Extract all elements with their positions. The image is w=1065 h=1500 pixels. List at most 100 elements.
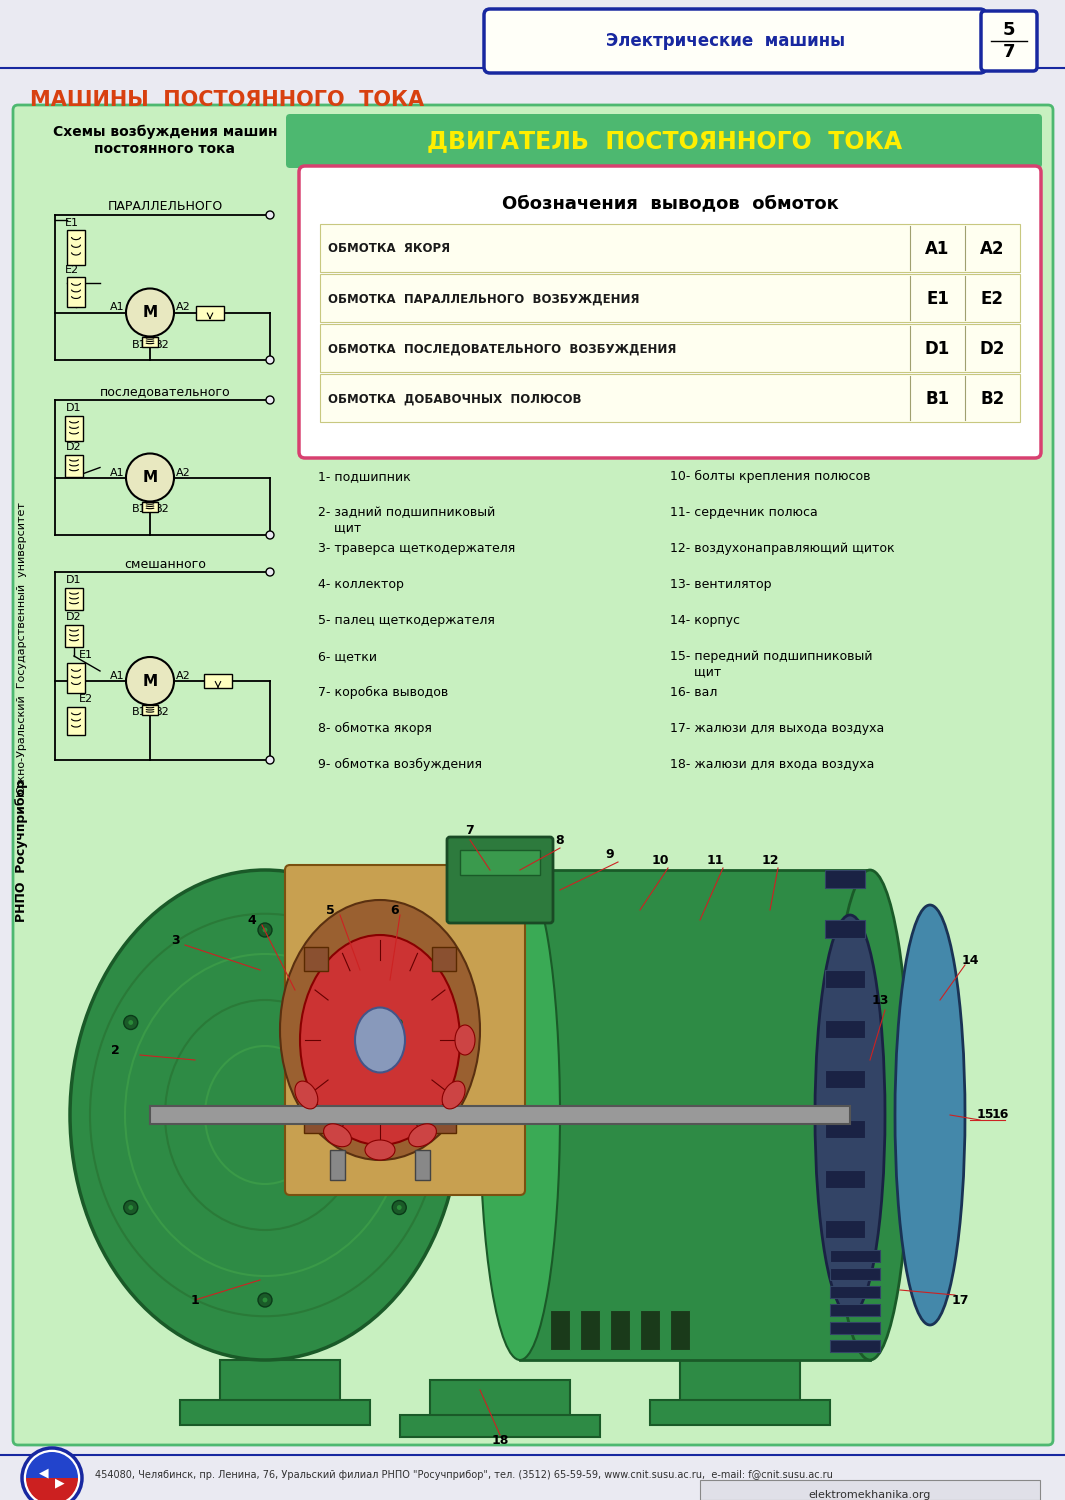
Circle shape [258,1293,272,1306]
Text: E2: E2 [65,266,79,274]
Circle shape [392,1200,406,1215]
Text: 454080, Челябинск, пр. Ленина, 76, Уральский филиал РНПО "Росучприбор", тел. (35: 454080, Челябинск, пр. Ленина, 76, Ураль… [95,1470,833,1480]
Bar [67,706,85,735]
Text: M: M [143,304,158,320]
Circle shape [126,288,174,336]
Circle shape [396,1204,403,1210]
Ellipse shape [409,1124,437,1146]
Bar [142,336,158,346]
Text: A1: A1 [110,468,125,477]
Text: ПАРАЛЛЕЛЬНОГО: ПАРАЛЛЕЛЬНОГО [108,200,223,213]
FancyBboxPatch shape [447,837,553,922]
Text: 3- траверса щеткодержателя: 3- траверса щеткодержателя [318,542,515,555]
Bar [142,501,158,512]
Bar [610,1310,630,1350]
Text: B1: B1 [132,340,147,351]
Bar [400,1414,600,1437]
Bar [65,626,83,646]
Ellipse shape [280,900,480,1160]
Bar [320,324,1020,372]
Text: 9- обмотка возбуждения: 9- обмотка возбуждения [318,758,482,771]
Text: последовательного: последовательного [100,386,230,398]
Text: 16- вал: 16- вал [670,686,718,699]
Ellipse shape [300,934,460,1144]
Bar [220,1360,340,1410]
Text: E1: E1 [79,650,93,660]
Circle shape [124,1200,137,1215]
Bar [460,850,540,874]
Bar [825,1120,865,1138]
Bar [431,1110,456,1134]
Text: 4- коллектор: 4- коллектор [318,578,404,591]
Circle shape [128,1204,134,1210]
Text: D2: D2 [66,612,82,622]
Bar [670,1310,690,1350]
Text: ДВИГАТЕЛЬ  ПОСТОЯННОГО  ТОКА: ДВИГАТЕЛЬ ПОСТОЯННОГО ТОКА [427,129,902,153]
Text: A2: A2 [176,303,191,312]
Text: ОБМОТКА  ЯКОРЯ: ОБМОТКА ЯКОРЯ [328,243,450,255]
FancyBboxPatch shape [286,114,1042,168]
Text: 7: 7 [1003,44,1015,62]
Text: B1: B1 [925,390,950,408]
Text: 3: 3 [170,933,179,946]
Circle shape [392,1016,406,1029]
Text: 2: 2 [111,1044,119,1056]
Text: D2: D2 [980,340,1005,358]
Text: 13- вентилятор: 13- вентилятор [670,578,771,591]
Circle shape [266,396,274,404]
Text: D1: D1 [66,574,82,585]
Text: 15: 15 [977,1108,994,1122]
Text: 8: 8 [556,834,564,846]
Circle shape [266,568,274,576]
Text: 5- палец щеткодержателя: 5- палец щеткодержателя [318,614,495,627]
Ellipse shape [365,1140,395,1160]
Text: E1: E1 [65,217,79,228]
Bar [830,1286,880,1298]
Text: 18: 18 [491,1434,509,1446]
Ellipse shape [815,915,885,1316]
Text: A2: A2 [176,468,191,477]
Text: B1: B1 [132,706,147,717]
Bar [550,1310,570,1350]
Text: 14- корпус: 14- корпус [670,614,740,627]
Circle shape [266,756,274,764]
Ellipse shape [70,870,460,1360]
Bar [320,274,1020,322]
Bar [305,946,328,970]
Text: 10- болты крепления полюсов: 10- болты крепления полюсов [670,470,870,483]
Text: E1: E1 [927,290,949,308]
Text: 12: 12 [761,853,779,867]
Text: 11: 11 [706,853,724,867]
Bar [65,454,83,477]
Text: 1- подшипник: 1- подшипник [318,470,411,483]
Circle shape [258,922,272,938]
Text: D1: D1 [66,404,82,412]
Text: 5: 5 [326,903,334,916]
Bar [825,1220,865,1238]
Text: 15- передний подшипниковый
      щит: 15- передний подшипниковый щит [670,650,872,678]
FancyBboxPatch shape [981,10,1037,70]
Text: 8- обмотка якоря: 8- обмотка якоря [318,722,432,735]
Text: 17: 17 [951,1293,969,1306]
Bar [825,920,865,938]
Text: 11- сердечник полюса: 11- сердечник полюса [670,506,818,519]
Text: A2: A2 [176,670,191,681]
Circle shape [266,356,274,364]
Text: ▶: ▶ [55,1476,65,1490]
Bar [415,1150,430,1180]
Bar [204,674,232,688]
Circle shape [126,657,174,705]
Bar [830,1322,880,1334]
Text: E2: E2 [79,694,93,703]
Bar [520,870,870,1360]
Text: 7- коробка выводов: 7- коробка выводов [318,686,448,699]
Text: B2: B2 [981,390,1004,408]
Circle shape [124,1016,137,1029]
Text: ◀: ◀ [39,1467,49,1479]
Text: Схемы возбуждения машин
постоянного тока: Схемы возбуждения машин постоянного тока [53,124,277,156]
Circle shape [262,927,268,933]
Ellipse shape [830,870,910,1360]
Ellipse shape [295,1082,317,1108]
Bar [830,1340,880,1352]
Text: 7: 7 [465,824,474,837]
